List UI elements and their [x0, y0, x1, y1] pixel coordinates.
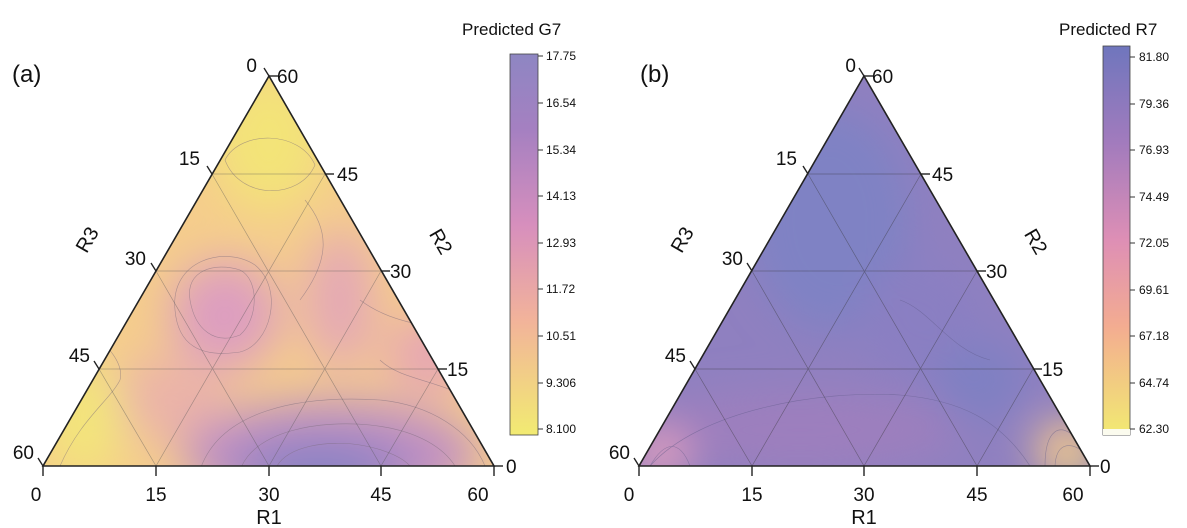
colorbar-tick-b-2: 79.36: [1139, 97, 1169, 111]
colorbar-tick-a-7: 10.51: [546, 329, 576, 343]
r3-tick-a-45: 45: [69, 346, 90, 367]
colorbar-tick-b-1: 81.80: [1139, 50, 1169, 64]
r3-tick-b-15: 15: [776, 149, 797, 170]
r3-tick-a-60: 60: [13, 443, 34, 464]
r2-axis-label-b: R2: [1019, 225, 1051, 258]
r1-tick-b-60: 60: [1062, 485, 1083, 506]
r3-axis-label-a: R3: [72, 223, 104, 256]
r2-tick-b-15: 15: [1042, 360, 1063, 381]
heatmap-surface-a: [43, 76, 494, 466]
r2-tick-b-30: 30: [986, 262, 1007, 283]
r3-tick-b-60: 60: [609, 443, 630, 464]
colorbar-tick-a-3: 15.34: [546, 143, 576, 157]
r3-tick-b-45: 45: [665, 346, 686, 367]
r1-tick-b-15: 15: [741, 485, 762, 506]
colorbar-tick-b-7: 67.18: [1139, 329, 1169, 343]
r2-tick-b-0: 0: [1100, 457, 1111, 478]
r1-tick-a-60: 60: [467, 485, 488, 506]
r3-tick-a-0: 0: [246, 56, 257, 77]
colorbar-tick-b-3: 76.93: [1139, 143, 1169, 157]
colorbar-tick-a-2: 16.54: [546, 96, 576, 110]
ternary-ticks-b: [633, 67, 1099, 476]
r2-tick-a-60: 60: [277, 67, 298, 88]
ternary-ticks-a: [37, 67, 503, 476]
r1-tick-b-45: 45: [966, 485, 987, 506]
r1-tick-b-0: 0: [624, 485, 635, 506]
colorbar-tick-a-1: 17.75: [546, 49, 576, 63]
colorbar-title-b: Predicted R7: [1059, 20, 1157, 39]
colorbar-tick-a-6: 11.72: [546, 282, 575, 296]
r2-tick-a-45: 45: [337, 165, 358, 186]
colorbar-tick-a-4: 14.13: [546, 189, 576, 203]
colorbar-tick-a-9: 8.100: [546, 422, 576, 436]
r3-axis-label-b: R3: [667, 223, 699, 256]
r1-tick-a-15: 15: [145, 485, 166, 506]
colorbar-tick-b-5: 72.05: [1139, 236, 1169, 250]
panel-label-b: (b): [640, 61, 669, 88]
r2-tick-b-60: 60: [872, 67, 893, 88]
ternary-grid-a: [98, 173, 439, 467]
r1-axis-label-b: R1: [851, 507, 877, 528]
r3-tick-b-30: 30: [722, 249, 743, 270]
ternary-grid-b: [694, 173, 1034, 467]
r3-tick-a-15: 15: [179, 149, 200, 170]
r1-tick-a-30: 30: [258, 485, 279, 506]
colorbar-a: [509, 53, 539, 436]
r1-axis-label-a: R1: [256, 507, 282, 528]
colorbar-tick-b-8: 64.74: [1139, 376, 1169, 390]
colorbar-tick-b-4: 74.49: [1139, 190, 1169, 204]
r1-tick-b-30: 30: [853, 485, 874, 506]
r1-tick-a-0: 0: [31, 485, 42, 506]
colorbar-tick-b-9: 62.30: [1139, 422, 1169, 436]
r3-tick-b-0: 0: [845, 56, 856, 77]
r3-tick-a-30: 30: [125, 249, 146, 270]
colorbar-tick-b-6: 69.61: [1139, 283, 1169, 297]
r2-tick-b-45: 45: [932, 165, 953, 186]
r2-tick-a-30: 30: [390, 262, 411, 283]
r2-axis-label-a: R2: [424, 225, 456, 258]
panel-label-a: (a): [12, 61, 41, 88]
colorbar-b: [1102, 45, 1131, 436]
r1-tick-a-45: 45: [370, 485, 391, 506]
colorbar-title-a: Predicted G7: [462, 20, 561, 39]
colorbar-tick-a-5: 12.93: [546, 236, 576, 250]
colorbar-tick-a-8: 9.306: [546, 376, 576, 390]
r2-tick-a-15: 15: [447, 360, 468, 381]
r2-tick-a-0: 0: [506, 457, 517, 478]
